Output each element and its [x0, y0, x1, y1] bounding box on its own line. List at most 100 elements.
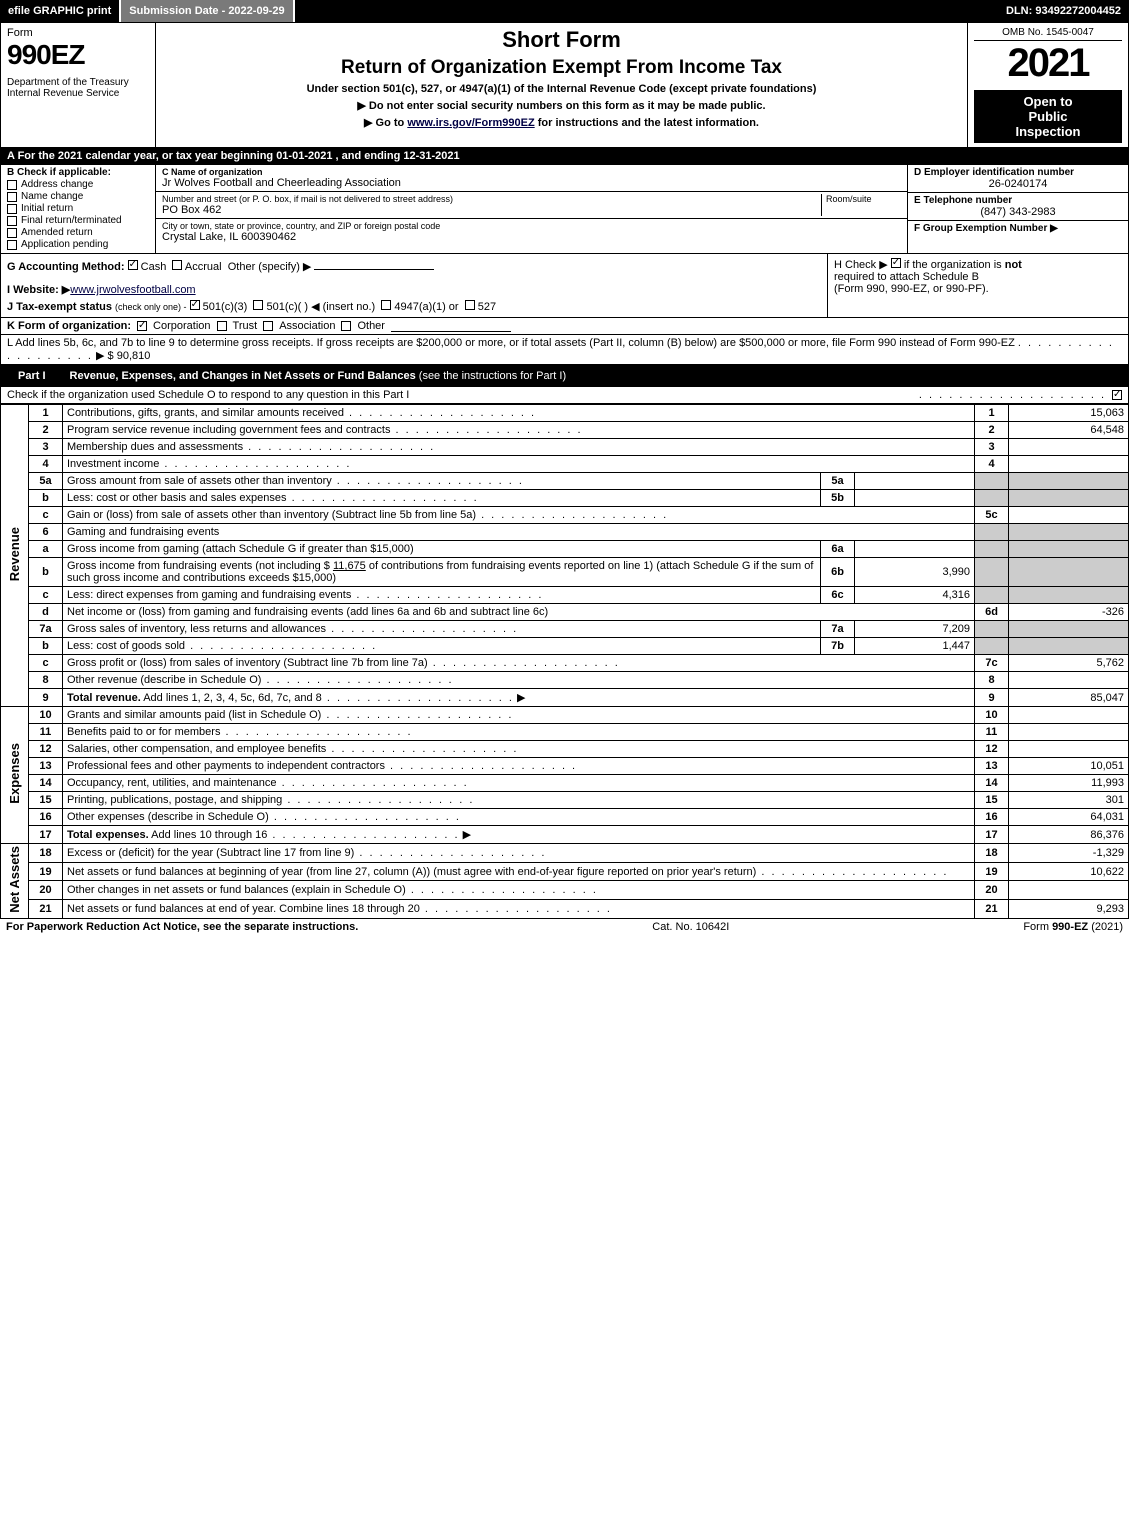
checkbox-address-change[interactable] [7, 180, 17, 190]
top-bar: efile GRAPHIC print Submission Date - 20… [0, 0, 1129, 22]
l3-amount [1009, 439, 1129, 456]
l2-amount: 64,548 [1009, 422, 1129, 439]
l17-code: 17 [975, 826, 1009, 844]
row-gh: G Accounting Method: Cash Accrual Other … [0, 254, 1129, 318]
checkbox-initial-return[interactable] [7, 204, 17, 214]
l8-code: 8 [975, 672, 1009, 689]
col-def: D Employer identification number 26-0240… [908, 165, 1128, 253]
l13-amount: 10,051 [1009, 758, 1129, 775]
h-not: not [1005, 259, 1022, 271]
checkbox-trust[interactable] [217, 321, 227, 331]
l6d-amount: -326 [1009, 604, 1129, 621]
l7a-subval: 7,209 [855, 621, 975, 638]
checkbox-501c[interactable] [253, 300, 263, 310]
footer-mid: Cat. No. 10642I [652, 921, 729, 933]
footer: For Paperwork Reduction Act Notice, see … [0, 919, 1129, 935]
l16-amount: 64,031 [1009, 809, 1129, 826]
irs-link[interactable]: www.irs.gov/Form990EZ [407, 117, 534, 129]
l5b-sub: 5b [821, 490, 855, 507]
l6-grey2 [1009, 524, 1129, 541]
l8-desc: Other revenue (describe in Schedule O) [67, 674, 261, 686]
l6a-subval [855, 541, 975, 558]
l7b-grey2 [1009, 638, 1129, 655]
short-form-title: Short Form [162, 27, 961, 53]
c-city-label: City or town, state or province, country… [162, 221, 901, 231]
l1-amount: 15,063 [1009, 405, 1129, 422]
l14-amount: 11,993 [1009, 775, 1129, 792]
l9-code: 9 [975, 689, 1009, 707]
l9-desc: Add lines 1, 2, 3, 4, 5c, 6d, 7c, and 8 [141, 692, 322, 704]
l2-desc: Program service revenue including govern… [67, 424, 390, 436]
org-city: Crystal Lake, IL 600390462 [162, 231, 901, 243]
efile-print[interactable]: efile GRAPHIC print [0, 0, 121, 22]
l15-desc: Printing, publications, postage, and shi… [67, 794, 282, 806]
g-label: G Accounting Method: [7, 261, 125, 273]
l21-amount: 9,293 [1009, 900, 1129, 919]
l7a-sub: 7a [821, 621, 855, 638]
opt-accrual: Accrual [185, 261, 222, 273]
l6c-grey1 [975, 587, 1009, 604]
other-org-blank[interactable] [391, 320, 511, 332]
line-11: 11 Benefits paid to or for members 11 [1, 724, 1129, 741]
checkbox-other-org[interactable] [341, 321, 351, 331]
l18-num: 18 [29, 844, 63, 863]
row-a: A For the 2021 calendar year, or tax yea… [0, 148, 1129, 165]
opt-final-return: Final return/terminated [21, 215, 122, 226]
checkbox-cash[interactable] [128, 260, 138, 270]
ein-value: 26-0240174 [914, 178, 1122, 190]
l19-amount: 10,622 [1009, 862, 1129, 881]
checkbox-accrual[interactable] [172, 260, 182, 270]
checkbox-name-change[interactable] [7, 192, 17, 202]
l4-code: 4 [975, 456, 1009, 473]
footer-right: Form 990-EZ (2021) [1023, 921, 1123, 933]
l11-amount [1009, 724, 1129, 741]
l12-code: 12 [975, 741, 1009, 758]
opt-4947: 4947(a)(1) or [394, 301, 458, 313]
opt-amended-return: Amended return [21, 227, 93, 238]
line-6: 6 Gaming and fundraising events [1, 524, 1129, 541]
checkbox-4947[interactable] [381, 300, 391, 310]
part1-header: Part I Revenue, Expenses, and Changes in… [0, 365, 1129, 387]
checkbox-final-return[interactable] [7, 216, 17, 226]
l6a-grey1 [975, 541, 1009, 558]
l6d-code: 6d [975, 604, 1009, 621]
open-line2: Public [976, 109, 1120, 124]
checkbox-application-pending[interactable] [7, 240, 17, 250]
opt-application-pending: Application pending [21, 239, 108, 250]
other-specify-blank[interactable] [314, 258, 434, 270]
l15-code: 15 [975, 792, 1009, 809]
irs-label: Internal Revenue Service [7, 88, 149, 99]
e-label: E Telephone number [914, 195, 1122, 206]
l6b-num: b [29, 558, 63, 587]
l1-num: 1 [29, 405, 63, 422]
line-7a: 7a Gross sales of inventory, less return… [1, 621, 1129, 638]
l6b-subval: 3,990 [855, 558, 975, 587]
l19-code: 19 [975, 862, 1009, 881]
checkbox-amended-return[interactable] [7, 228, 17, 238]
h-line3: (Form 990, 990-EZ, or 990-PF). [834, 283, 989, 295]
checkbox-501c3[interactable] [190, 300, 200, 310]
l6b-sub: 6b [821, 558, 855, 587]
line-1: Revenue 1 Contributions, gifts, grants, … [1, 405, 1129, 422]
expenses-label: Expenses [1, 707, 29, 844]
checkbox-association[interactable] [263, 321, 273, 331]
opt-association: Association [279, 320, 335, 332]
l6a-sub: 6a [821, 541, 855, 558]
checkbox-h[interactable] [891, 258, 901, 268]
l10-num: 10 [29, 707, 63, 724]
l5b-grey1 [975, 490, 1009, 507]
l-text: L Add lines 5b, 6c, and 7b to line 9 to … [7, 337, 1015, 349]
checkbox-527[interactable] [465, 300, 475, 310]
line-6d: d Net income or (loss) from gaming and f… [1, 604, 1129, 621]
opt-527: 527 [478, 301, 496, 313]
h-box: H Check ▶ if the organization is not req… [828, 254, 1128, 317]
l6a-desc: Gross income from gaming (attach Schedul… [63, 541, 821, 558]
line-4: 4 Investment income 4 [1, 456, 1129, 473]
l7b-grey1 [975, 638, 1009, 655]
checkbox-corporation[interactable] [137, 321, 147, 331]
l9-desc-b: Total revenue. [67, 692, 141, 704]
opt-address-change: Address change [21, 179, 93, 190]
line-12: 12 Salaries, other compensation, and emp… [1, 741, 1129, 758]
checkbox-schedule-o[interactable] [1112, 390, 1122, 400]
website-link[interactable]: www.jrwolvesfootball.com [70, 284, 195, 296]
